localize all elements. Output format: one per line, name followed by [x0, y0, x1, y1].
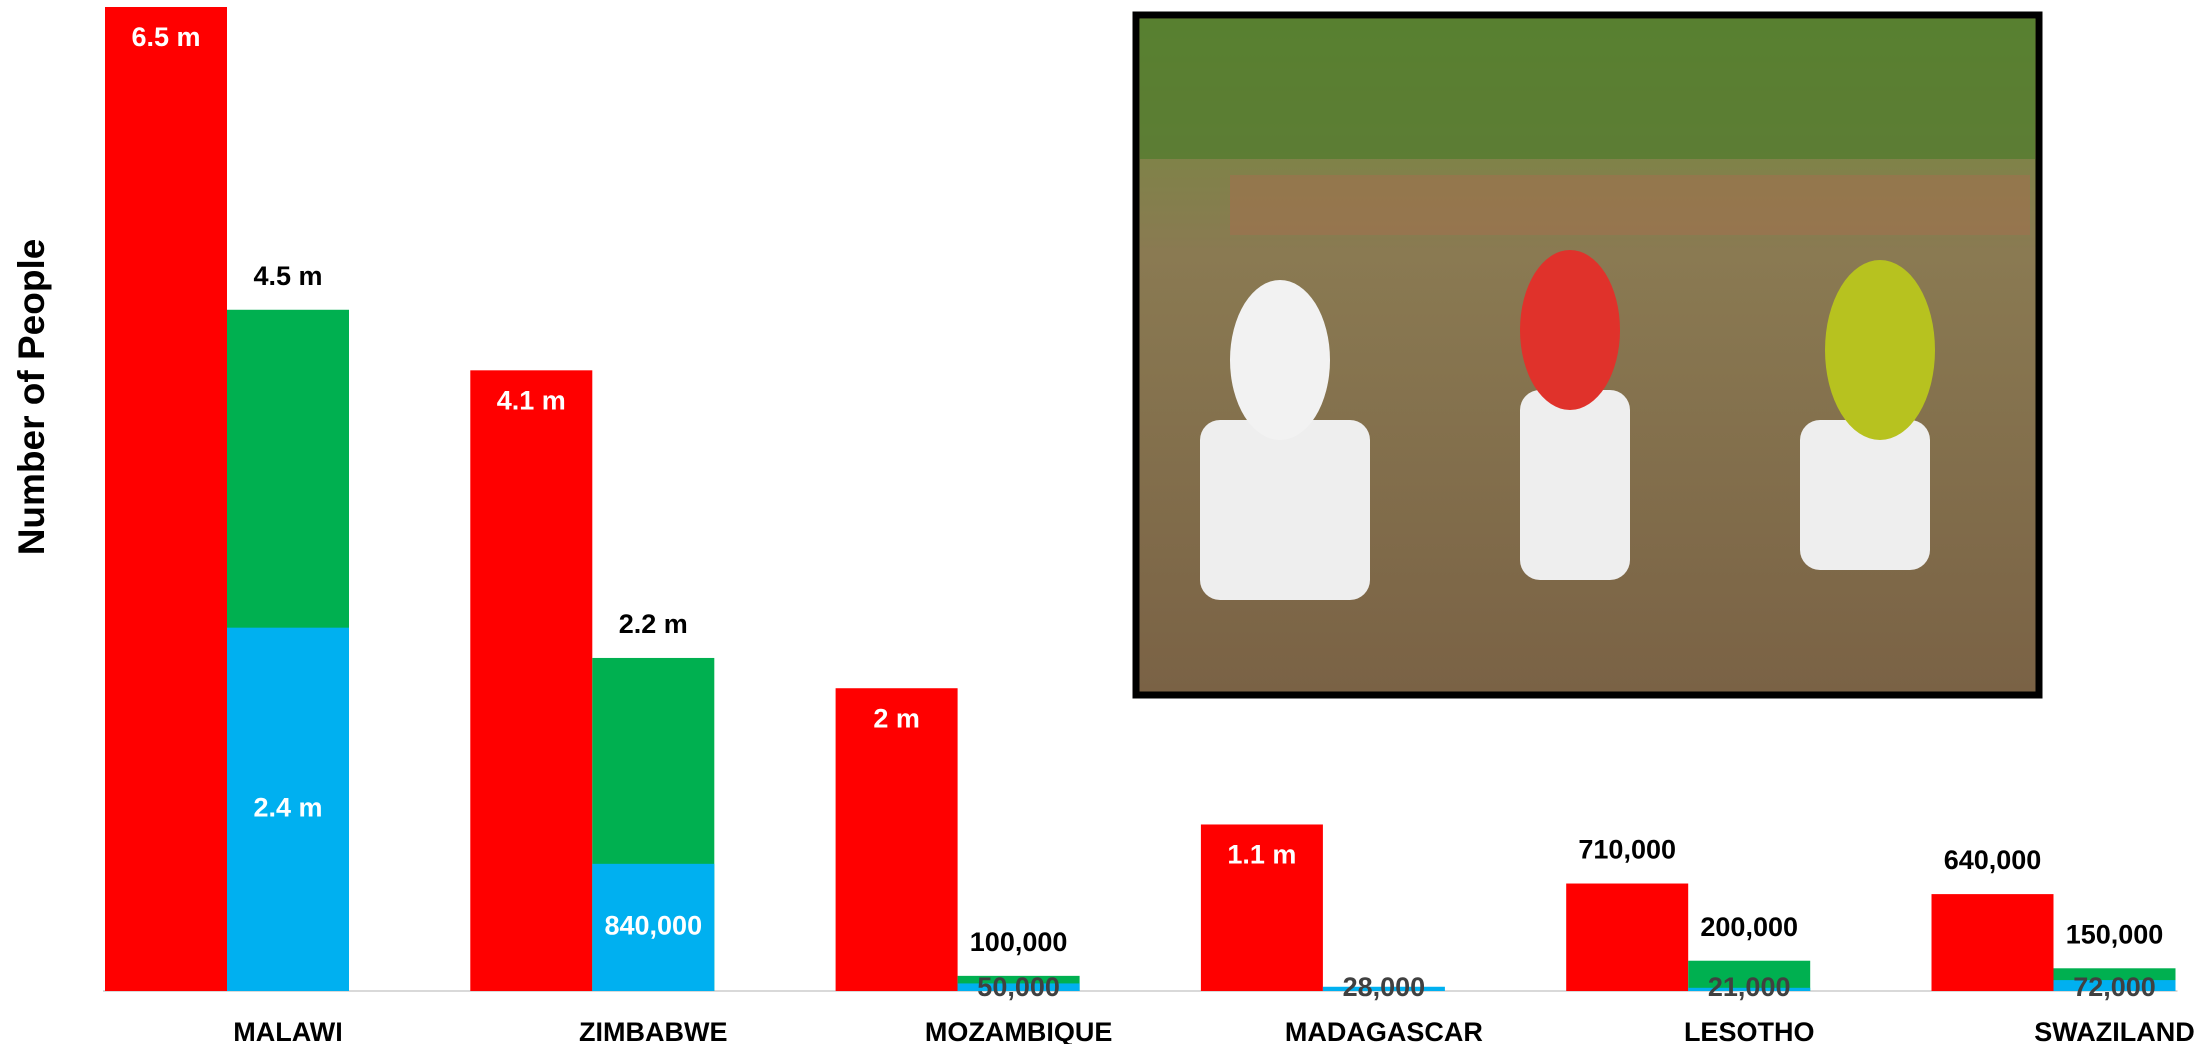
value-label: 200,000	[1700, 912, 1798, 942]
value-label: 50,000	[977, 972, 1060, 1002]
value-label: 6.5 m	[131, 22, 200, 52]
x-tick-label: MOZAMBIQUE	[925, 1017, 1112, 1044]
bar	[836, 688, 958, 991]
value-label: 28,000	[1343, 972, 1426, 1002]
value-label: 4.5 m	[253, 261, 322, 291]
page: {"chart_data": {"type": "bar", "y_label"…	[0, 0, 2209, 1044]
value-label: 2.2 m	[619, 609, 688, 639]
value-label: 2 m	[873, 703, 920, 733]
bar	[1932, 894, 2054, 991]
x-tick-label: SWAZILAND	[2034, 1017, 2194, 1044]
value-label: 100,000	[970, 927, 1068, 957]
x-tick-label: MADAGASCAR	[1285, 1017, 1483, 1044]
bar	[470, 370, 592, 991]
value-label: 4.1 m	[497, 385, 566, 415]
bar	[1566, 884, 1688, 991]
value-label: 150,000	[2066, 919, 2164, 949]
x-tick-label: MALAWI	[233, 1017, 342, 1044]
x-tick-label: ZIMBABWE	[579, 1017, 727, 1044]
value-label: 21,000	[1708, 972, 1791, 1002]
chart: Number of People 6.5 m 4.1 m 2 m 1.1 m 710,0…	[0, 0, 2209, 1044]
x-tick-label: LESOTHO	[1684, 1017, 1815, 1044]
value-label: 72,000	[2073, 972, 2156, 1002]
value-label: 840,000	[604, 911, 702, 941]
photo	[1136, 15, 2039, 695]
value-label: 710,000	[1578, 835, 1676, 865]
value-label: 1.1 m	[1227, 840, 1296, 870]
y-axis-label: Number of People	[11, 239, 52, 556]
value-label: 2.4 m	[253, 792, 322, 822]
value-label: 640,000	[1944, 845, 2042, 875]
bar	[105, 7, 227, 991]
